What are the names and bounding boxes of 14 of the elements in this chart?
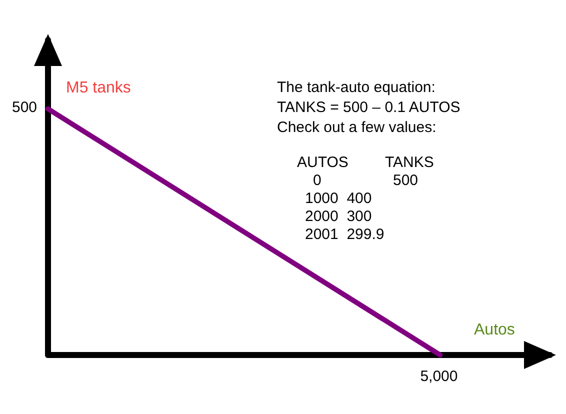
annotation: 2001 299.9 xyxy=(305,226,384,243)
x-axis-title: Autos xyxy=(474,322,515,338)
annotation: TANKS xyxy=(385,154,434,171)
annotation: Check out a few values: xyxy=(277,119,436,136)
annotation: AUTOS xyxy=(297,154,348,171)
y-axis-title: M5 tanks xyxy=(66,80,131,96)
annotation: 1000 400 xyxy=(305,190,372,207)
annotation: TANKS = 500 – 0.1 AUTOS xyxy=(277,99,460,116)
text: 5,000 xyxy=(420,368,458,385)
text: The tank-auto equation: xyxy=(277,79,436,96)
text: 500 xyxy=(12,98,38,116)
annotation: 0 xyxy=(313,172,322,189)
annotation: 2000 300 xyxy=(305,208,372,225)
annotation: 500 xyxy=(393,172,418,189)
